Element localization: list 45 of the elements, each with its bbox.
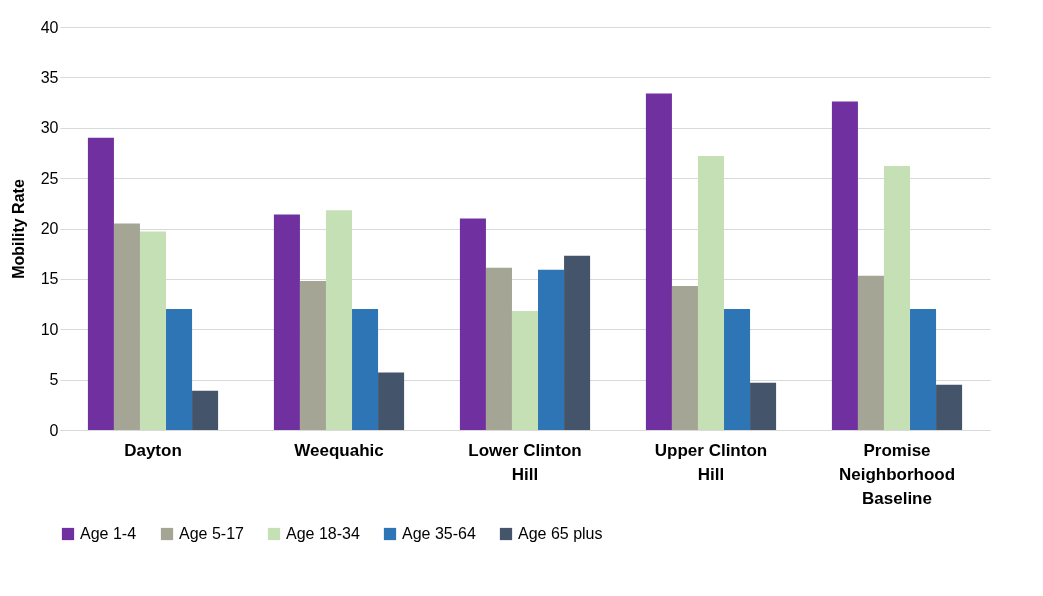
bar bbox=[671, 285, 698, 430]
y-tick-label: 0 bbox=[49, 421, 59, 439]
bar bbox=[857, 275, 884, 430]
y-tick-label: 15 bbox=[40, 270, 59, 288]
legend-label: Age 65 plus bbox=[518, 525, 603, 542]
y-tick-label: 35 bbox=[40, 68, 59, 86]
bar bbox=[910, 309, 937, 430]
y-tick-label: 25 bbox=[40, 169, 59, 187]
bar bbox=[645, 93, 672, 430]
x-tick-label: Upper Clinton Hill bbox=[654, 440, 768, 484]
y-tick-label: 30 bbox=[40, 119, 59, 137]
bar bbox=[325, 210, 353, 430]
bar bbox=[485, 267, 512, 430]
x-tick-label: Dayton bbox=[124, 440, 182, 460]
bar bbox=[378, 372, 405, 430]
y-tick-label: 40 bbox=[40, 18, 59, 36]
bar bbox=[113, 223, 140, 430]
bar bbox=[936, 384, 963, 430]
bar bbox=[139, 231, 167, 430]
legend-label: Age 35-64 bbox=[402, 525, 476, 542]
y-tick-label: 10 bbox=[40, 320, 59, 338]
bar bbox=[697, 155, 725, 430]
bar bbox=[750, 382, 777, 430]
bar bbox=[352, 309, 379, 430]
bar bbox=[192, 390, 219, 430]
bar bbox=[538, 269, 565, 430]
x-tick-label: Lower Clinton Hill bbox=[468, 440, 582, 484]
bar bbox=[87, 137, 114, 430]
bar bbox=[511, 311, 539, 430]
legend-label: Age 5-17 bbox=[179, 525, 245, 542]
bar bbox=[299, 280, 326, 430]
y-tick-label: 20 bbox=[40, 220, 59, 237]
y-axis-title: Mobility Rate bbox=[9, 179, 27, 279]
y-tick-label: 5 bbox=[49, 371, 59, 389]
bar bbox=[564, 255, 591, 430]
bar bbox=[831, 101, 858, 430]
x-tick-label: Promise Neighborhood Baseline bbox=[838, 440, 956, 508]
bar bbox=[724, 309, 751, 430]
bar bbox=[459, 218, 486, 430]
legend-label: Age 18-34 bbox=[286, 525, 360, 542]
legend-label: Age 1-4 bbox=[80, 525, 137, 542]
bar bbox=[273, 214, 300, 430]
bar bbox=[166, 309, 193, 430]
x-tick-label: Weequahic bbox=[294, 440, 384, 460]
bar bbox=[883, 166, 911, 430]
